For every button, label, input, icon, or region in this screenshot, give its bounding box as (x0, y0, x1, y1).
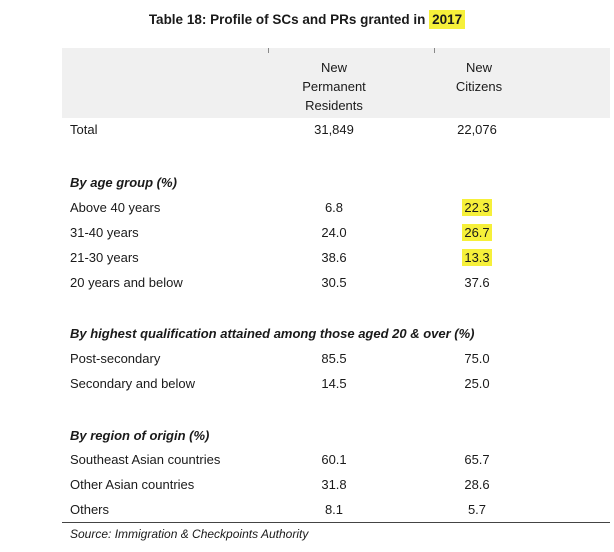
row-label: Southeast Asian countries (70, 452, 221, 467)
cell-pr: 85.5 (321, 351, 347, 366)
section-heading-age: By age group (%) (70, 175, 177, 190)
col-header-line: Permanent (302, 79, 366, 94)
cell-pr: 60.1 (321, 452, 347, 467)
col-header-line: New (320, 60, 347, 75)
cell-pr: 24.0 (321, 225, 347, 240)
cell-pr: 6.8 (324, 200, 344, 215)
cell-citizens: 22.3 (437, 199, 517, 216)
cell-citizens: 13.3 (437, 249, 517, 266)
row-label: Others (70, 502, 110, 517)
source-note: Source: Immigration & Checkpoints Author… (70, 527, 309, 541)
row-label: 31-40 years (70, 225, 139, 240)
cell-pr: 38.6 (321, 250, 347, 265)
cell-pr: 30.5 (321, 275, 347, 290)
cell-citizens: 37.6 (464, 275, 490, 290)
cell-citizens: 65.7 (464, 452, 490, 467)
table-header (62, 48, 610, 118)
cell-citizens: 28.6 (464, 477, 490, 492)
cell-pr: 31.8 (321, 477, 347, 492)
row-label: Above 40 years (70, 200, 161, 215)
col-header-new-pr: New Permanent Residents (292, 58, 376, 115)
cell-pr: 14.5 (321, 376, 347, 391)
row-label: Post-secondary (70, 351, 161, 366)
table-title-year: 2017 (429, 10, 466, 29)
row-label: Secondary and below (70, 376, 196, 391)
highlighted-value: 13.3 (462, 249, 492, 266)
row-label: 20 years and below (70, 275, 183, 290)
section-heading-region: By region of origin (%) (70, 428, 210, 443)
row-label: Other Asian countries (70, 477, 195, 492)
col-header-new-citizens: New Citizens (437, 58, 521, 96)
cell-total-citizens: 22,076 (457, 122, 497, 137)
cell-citizens: 25.0 (464, 376, 490, 391)
table-bottom-rule (62, 522, 610, 523)
table-title: Table 18: Profile of SCs and PRs granted… (0, 10, 614, 29)
cell-total-pr: 31,849 (314, 122, 354, 137)
row-label: 21-30 years (70, 250, 139, 265)
cell-citizens: 75.0 (464, 351, 490, 366)
highlighted-value: 22.3 (462, 199, 492, 216)
highlighted-value: 26.7 (462, 224, 492, 241)
cell-citizens: 5.7 (467, 502, 487, 517)
table-title-text: Table 18: Profile of SCs and PRs granted… (148, 12, 430, 27)
col-header-line: Residents (305, 98, 363, 113)
col-header-line: New (465, 60, 492, 75)
cell-citizens: 26.7 (437, 224, 517, 241)
header-tick (434, 48, 435, 53)
section-heading-qualification: By highest qualification attained among … (70, 326, 475, 341)
cell-pr: 8.1 (324, 502, 344, 517)
header-tick (268, 48, 269, 53)
col-header-line: Citizens (455, 79, 503, 94)
row-label-total: Total (70, 122, 98, 137)
